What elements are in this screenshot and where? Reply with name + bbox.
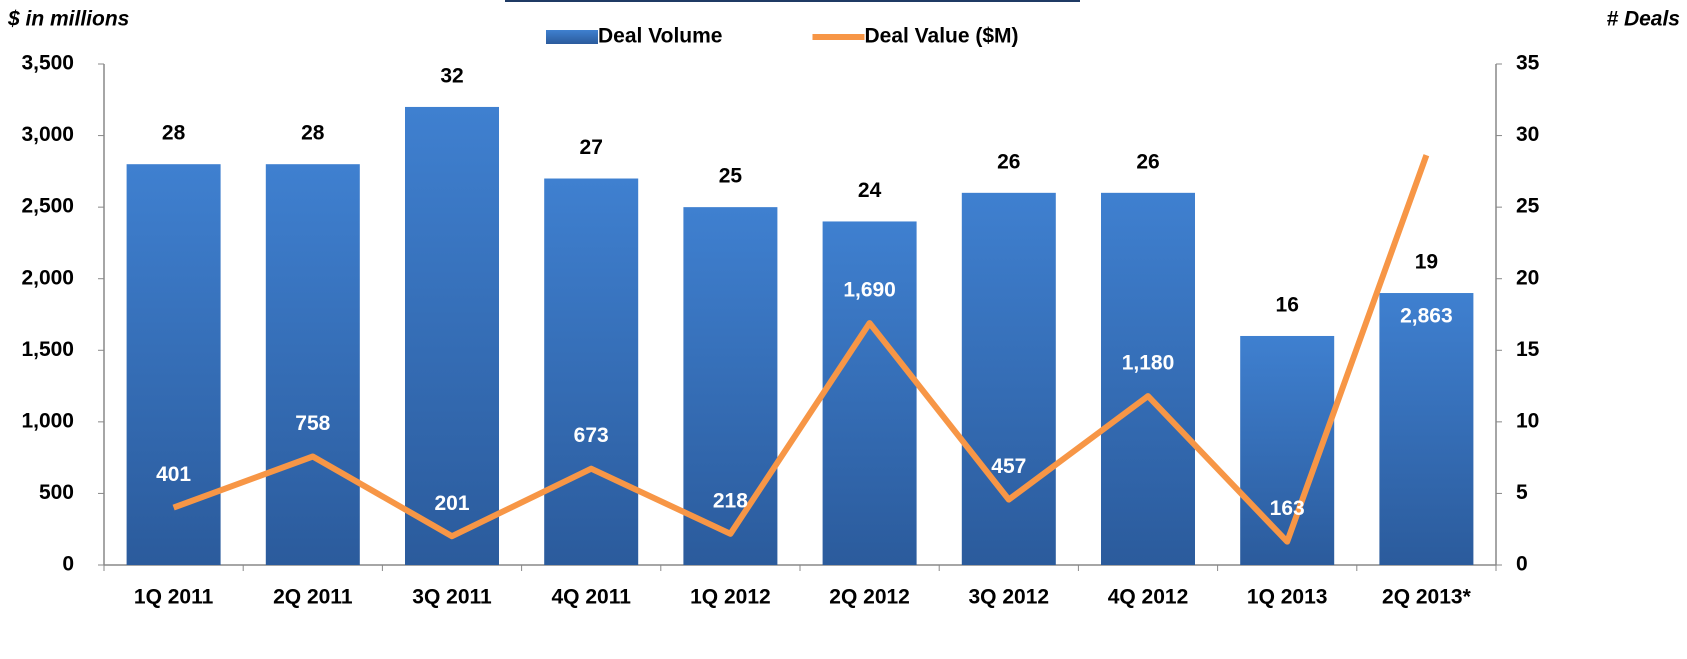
line-label: 163 — [1270, 497, 1305, 520]
x-tick-label: 1Q 2013 — [1247, 586, 1328, 609]
x-tick-label: 2Q 2013* — [1382, 586, 1472, 609]
line-label: 1,690 — [843, 279, 896, 302]
bar-label: 28 — [301, 122, 325, 145]
legend-swatch — [546, 30, 598, 44]
y2-tick-label: 5 — [1516, 481, 1528, 504]
y-tick-label: 1,500 — [21, 338, 74, 361]
line-label: 1,180 — [1122, 352, 1175, 375]
y2-tick-label: 25 — [1516, 195, 1540, 218]
line-label: 2,863 — [1400, 305, 1453, 328]
y-tick-label: 3,500 — [21, 52, 74, 75]
x-tick-label: 1Q 2011 — [134, 586, 214, 609]
y-axis-label: $ in millions — [7, 8, 129, 31]
y2-axis-label: # Deals — [1606, 8, 1680, 31]
x-tick-label: 3Q 2011 — [412, 586, 492, 609]
bar-label: 27 — [580, 136, 603, 159]
line-label: 401 — [156, 463, 191, 486]
y-tick-label: 2,500 — [21, 195, 74, 218]
y2-tick-label: 10 — [1516, 409, 1539, 432]
bar — [822, 221, 917, 565]
bar — [544, 178, 639, 565]
bar-label: 32 — [440, 64, 463, 87]
x-tick-label: 2Q 2011 — [273, 586, 353, 609]
y2-tick-label: 20 — [1516, 266, 1539, 289]
x-tick-label: 3Q 2012 — [969, 586, 1050, 609]
legend-label: Deal Volume — [598, 25, 722, 48]
line-label: 201 — [434, 492, 469, 515]
bar-label: 26 — [1136, 150, 1159, 173]
line-label: 673 — [574, 424, 609, 447]
bar — [265, 164, 360, 565]
y2-tick-label: 35 — [1516, 52, 1540, 75]
y-tick-label: 2,000 — [21, 266, 74, 289]
bar-label: 25 — [719, 165, 743, 188]
bar-label: 28 — [162, 122, 186, 145]
line-label: 758 — [295, 412, 330, 435]
y2-tick-label: 0 — [1516, 553, 1528, 576]
bar-label: 16 — [1276, 294, 1299, 317]
bar-label: 26 — [997, 150, 1020, 173]
y-tick-label: 3,000 — [21, 123, 74, 146]
bar — [1379, 293, 1474, 565]
bar — [683, 207, 778, 565]
bar-label: 19 — [1415, 251, 1438, 274]
x-tick-label: 4Q 2012 — [1108, 586, 1189, 609]
bar — [405, 106, 499, 565]
bar-label: 24 — [858, 179, 882, 202]
line-label: 457 — [991, 455, 1026, 478]
bar — [961, 192, 1056, 566]
legend-label: Deal Value ($M) — [864, 25, 1018, 48]
x-tick-label: 1Q 2012 — [690, 586, 771, 609]
y-tick-label: 500 — [39, 481, 74, 504]
x-tick-label: 2Q 2012 — [829, 586, 910, 609]
line — [172, 154, 1430, 545]
line-label: 218 — [713, 489, 748, 512]
x-tick-label: 4Q 2011 — [551, 586, 631, 609]
y-tick-label: 1,000 — [21, 409, 74, 432]
y2-tick-label: 15 — [1516, 338, 1540, 361]
y-tick-label: 0 — [62, 553, 74, 576]
bar — [1101, 192, 1195, 566]
y2-tick-label: 30 — [1516, 123, 1539, 146]
